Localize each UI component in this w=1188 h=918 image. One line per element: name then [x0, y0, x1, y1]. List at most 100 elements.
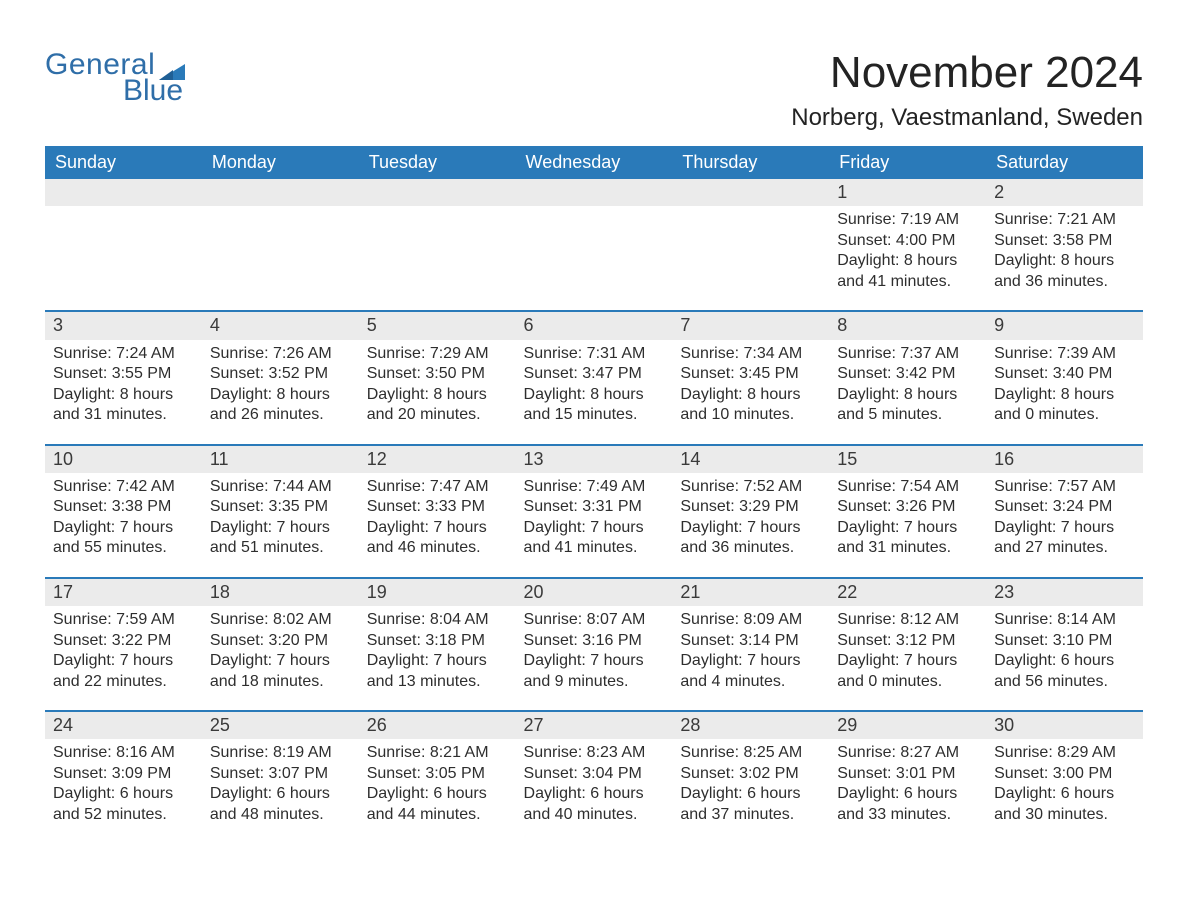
logo-text-blue: Blue	[123, 76, 185, 106]
day-number: 25	[202, 710, 359, 739]
day-number: 10	[45, 444, 202, 473]
sunset-line: Sunset: 4:00 PM	[837, 231, 978, 251]
daylight-line-2: and 48 minutes.	[210, 805, 351, 825]
calendar-cell: 15Sunrise: 7:54 AMSunset: 3:26 PMDayligh…	[829, 444, 986, 577]
day-number: 27	[516, 710, 673, 739]
daylight-line-1: Daylight: 6 hours	[837, 784, 978, 804]
daylight-line-1: Daylight: 8 hours	[837, 251, 978, 271]
day-header: Saturday	[986, 146, 1143, 179]
daylight-line-2: and 5 minutes.	[837, 405, 978, 425]
daylight-line-2: and 41 minutes.	[837, 272, 978, 292]
calendar-cell: 9Sunrise: 7:39 AMSunset: 3:40 PMDaylight…	[986, 310, 1143, 443]
sunrise-line: Sunrise: 8:16 AM	[53, 743, 194, 763]
daylight-line-2: and 0 minutes.	[994, 405, 1135, 425]
daylight-line-2: and 27 minutes.	[994, 538, 1135, 558]
day-number: 7	[672, 310, 829, 339]
calendar-cell	[202, 179, 359, 310]
daylight-line-2: and 40 minutes.	[524, 805, 665, 825]
daylight-line-2: and 0 minutes.	[837, 672, 978, 692]
sunrise-line: Sunrise: 7:44 AM	[210, 477, 351, 497]
sunrise-line: Sunrise: 8:29 AM	[994, 743, 1135, 763]
daylight-line-2: and 41 minutes.	[524, 538, 665, 558]
sunrise-line: Sunrise: 8:27 AM	[837, 743, 978, 763]
day-header: Tuesday	[359, 146, 516, 179]
day-header: Monday	[202, 146, 359, 179]
day-details: Sunrise: 7:24 AMSunset: 3:55 PMDaylight:…	[45, 340, 202, 426]
sunrise-line: Sunrise: 7:24 AM	[53, 344, 194, 364]
daylight-line-1: Daylight: 7 hours	[837, 651, 978, 671]
day-number: 20	[516, 577, 673, 606]
calendar-cell	[516, 179, 673, 310]
calendar-cell: 20Sunrise: 8:07 AMSunset: 3:16 PMDayligh…	[516, 577, 673, 710]
sunset-line: Sunset: 3:01 PM	[837, 764, 978, 784]
calendar-cell: 14Sunrise: 7:52 AMSunset: 3:29 PMDayligh…	[672, 444, 829, 577]
sunset-line: Sunset: 3:10 PM	[994, 631, 1135, 651]
sunrise-line: Sunrise: 7:39 AM	[994, 344, 1135, 364]
sunrise-line: Sunrise: 7:26 AM	[210, 344, 351, 364]
calendar-cell	[45, 179, 202, 310]
calendar-cell: 2Sunrise: 7:21 AMSunset: 3:58 PMDaylight…	[986, 179, 1143, 310]
daylight-line-1: Daylight: 6 hours	[367, 784, 508, 804]
daylight-line-2: and 26 minutes.	[210, 405, 351, 425]
calendar-cell: 16Sunrise: 7:57 AMSunset: 3:24 PMDayligh…	[986, 444, 1143, 577]
day-details: Sunrise: 8:09 AMSunset: 3:14 PMDaylight:…	[672, 606, 829, 692]
day-number: 21	[672, 577, 829, 606]
sunset-line: Sunset: 3:40 PM	[994, 364, 1135, 384]
calendar-cell: 28Sunrise: 8:25 AMSunset: 3:02 PMDayligh…	[672, 710, 829, 843]
day-header: Thursday	[672, 146, 829, 179]
sunrise-line: Sunrise: 7:31 AM	[524, 344, 665, 364]
day-header: Wednesday	[516, 146, 673, 179]
day-number: 26	[359, 710, 516, 739]
day-number	[516, 179, 673, 206]
day-number: 28	[672, 710, 829, 739]
day-number: 22	[829, 577, 986, 606]
daylight-line-2: and 18 minutes.	[210, 672, 351, 692]
sunset-line: Sunset: 3:38 PM	[53, 497, 194, 517]
day-details: Sunrise: 7:54 AMSunset: 3:26 PMDaylight:…	[829, 473, 986, 559]
calendar-cell: 26Sunrise: 8:21 AMSunset: 3:05 PMDayligh…	[359, 710, 516, 843]
sunset-line: Sunset: 3:04 PM	[524, 764, 665, 784]
day-details: Sunrise: 7:44 AMSunset: 3:35 PMDaylight:…	[202, 473, 359, 559]
calendar-header-row: SundayMondayTuesdayWednesdayThursdayFrid…	[45, 146, 1143, 179]
daylight-line-1: Daylight: 6 hours	[994, 784, 1135, 804]
sunset-line: Sunset: 3:12 PM	[837, 631, 978, 651]
calendar-cell: 21Sunrise: 8:09 AMSunset: 3:14 PMDayligh…	[672, 577, 829, 710]
sunrise-line: Sunrise: 8:07 AM	[524, 610, 665, 630]
sunrise-line: Sunrise: 7:52 AM	[680, 477, 821, 497]
day-number	[359, 179, 516, 206]
day-details: Sunrise: 7:19 AMSunset: 4:00 PMDaylight:…	[829, 206, 986, 292]
daylight-line-1: Daylight: 6 hours	[994, 651, 1135, 671]
sunset-line: Sunset: 3:42 PM	[837, 364, 978, 384]
day-details: Sunrise: 7:37 AMSunset: 3:42 PMDaylight:…	[829, 340, 986, 426]
day-details: Sunrise: 8:19 AMSunset: 3:07 PMDaylight:…	[202, 739, 359, 825]
daylight-line-2: and 31 minutes.	[53, 405, 194, 425]
sunrise-line: Sunrise: 8:23 AM	[524, 743, 665, 763]
calendar-cell: 22Sunrise: 8:12 AMSunset: 3:12 PMDayligh…	[829, 577, 986, 710]
sunset-line: Sunset: 3:45 PM	[680, 364, 821, 384]
daylight-line-1: Daylight: 6 hours	[680, 784, 821, 804]
sunset-line: Sunset: 3:35 PM	[210, 497, 351, 517]
daylight-line-2: and 46 minutes.	[367, 538, 508, 558]
sunset-line: Sunset: 3:07 PM	[210, 764, 351, 784]
daylight-line-2: and 10 minutes.	[680, 405, 821, 425]
sunset-line: Sunset: 3:47 PM	[524, 364, 665, 384]
daylight-line-1: Daylight: 7 hours	[994, 518, 1135, 538]
day-number: 17	[45, 577, 202, 606]
calendar-table: SundayMondayTuesdayWednesdayThursdayFrid…	[45, 146, 1143, 843]
sunrise-line: Sunrise: 8:12 AM	[837, 610, 978, 630]
sunset-line: Sunset: 3:29 PM	[680, 497, 821, 517]
sunrise-line: Sunrise: 7:42 AM	[53, 477, 194, 497]
calendar-cell: 11Sunrise: 7:44 AMSunset: 3:35 PMDayligh…	[202, 444, 359, 577]
calendar-cell: 25Sunrise: 8:19 AMSunset: 3:07 PMDayligh…	[202, 710, 359, 843]
day-details: Sunrise: 8:12 AMSunset: 3:12 PMDaylight:…	[829, 606, 986, 692]
day-number: 5	[359, 310, 516, 339]
daylight-line-1: Daylight: 7 hours	[524, 518, 665, 538]
day-number: 29	[829, 710, 986, 739]
daylight-line-2: and 36 minutes.	[680, 538, 821, 558]
sunset-line: Sunset: 3:09 PM	[53, 764, 194, 784]
daylight-line-1: Daylight: 7 hours	[367, 518, 508, 538]
calendar-cell: 23Sunrise: 8:14 AMSunset: 3:10 PMDayligh…	[986, 577, 1143, 710]
daylight-line-2: and 51 minutes.	[210, 538, 351, 558]
calendar-week: 17Sunrise: 7:59 AMSunset: 3:22 PMDayligh…	[45, 577, 1143, 710]
day-number: 3	[45, 310, 202, 339]
